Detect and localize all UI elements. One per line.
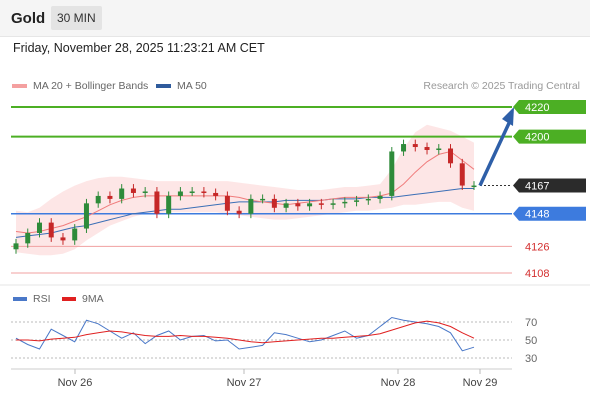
key-levels <box>11 106 512 274</box>
bollinger-fill <box>16 124 474 256</box>
candle-body <box>213 192 219 196</box>
candle-body <box>95 195 101 204</box>
rsi-swatch <box>13 297 27 301</box>
rsi-tick-70: 70 <box>525 317 537 329</box>
candle-body <box>389 151 395 196</box>
weak-support-label-4108: 4108 <box>525 268 549 280</box>
rsi-line <box>15 316 475 352</box>
resistance-label-4220: 4220 <box>525 102 549 114</box>
candle-body <box>307 203 313 207</box>
candle-body <box>295 203 301 207</box>
projection-arrow-head <box>502 107 514 126</box>
candle-body <box>119 188 125 199</box>
candle-body <box>377 195 383 199</box>
candle-body <box>365 198 371 201</box>
candle-body <box>72 228 78 241</box>
x-axis-ticks: Nov 26 Nov 27 Nov 28 Nov 29 <box>58 369 498 389</box>
candle-body <box>154 191 160 214</box>
candle-body <box>83 203 89 229</box>
candle-body <box>283 203 289 208</box>
current-price-tag <box>513 178 586 193</box>
bollinger-band-area <box>16 124 474 256</box>
x-tick-label: Nov 29 <box>463 377 498 389</box>
rsi-label: RSI <box>33 293 51 305</box>
legend-ma50: MA 50 <box>156 80 207 92</box>
candle-body <box>236 210 242 214</box>
candle-body <box>448 148 454 164</box>
rsi-lines <box>15 316 475 352</box>
candle-body <box>424 147 430 150</box>
candle-body <box>13 243 19 250</box>
candle-body <box>271 198 277 208</box>
credit-text: Research © 2025 Trading Central <box>423 80 580 92</box>
rsi-grid: 70 50 30 <box>11 317 537 365</box>
candle-body <box>130 188 136 193</box>
candle-body <box>177 191 183 196</box>
projection-arrow <box>478 107 514 187</box>
ma50-swatch <box>156 84 171 89</box>
candle-body <box>330 203 336 205</box>
candles <box>13 139 477 254</box>
candle-body <box>401 144 407 152</box>
chart-header: Gold 30 MIN <box>0 0 590 37</box>
candle-body <box>459 163 465 186</box>
rsi-legend: RSI 9MA <box>13 293 104 305</box>
x-tick-label: Nov 28 <box>381 377 416 389</box>
legend-ma20: MA 20 + Bollinger Bands <box>12 80 148 92</box>
candle-body <box>36 222 42 233</box>
moving-averages <box>15 150 475 238</box>
candle-body <box>142 191 148 193</box>
candle-body <box>354 200 360 202</box>
support-tag-4148 <box>513 206 586 221</box>
resistance-tag-4220 <box>513 100 586 114</box>
ma20-line <box>15 150 475 234</box>
current-price-label: 4167 <box>525 181 549 193</box>
ma9-swatch <box>62 297 76 301</box>
ma9-label: 9MA <box>82 293 104 305</box>
support-label-4148: 4148 <box>525 209 549 221</box>
candle-body <box>224 195 230 211</box>
candle-body <box>436 148 442 150</box>
x-tick-label: Nov 26 <box>58 377 93 389</box>
rsi-tick-30: 30 <box>525 353 537 365</box>
candle-body <box>248 198 254 214</box>
candle-body <box>318 203 324 205</box>
candle-body <box>260 198 266 201</box>
candle-body <box>166 195 172 214</box>
candle-body <box>189 191 195 193</box>
level-labels: 4220 4200 4167 4148 4126 4108 <box>513 100 586 280</box>
x-tick-label: Nov 27 <box>227 377 262 389</box>
candle-body <box>412 144 418 148</box>
ma20-label: MA 20 + Bollinger Bands <box>33 80 149 92</box>
candle-body <box>342 201 348 204</box>
candle-body <box>201 191 207 193</box>
timestamp: Friday, November 28, 2025 11:23:21 AM CE… <box>13 41 265 55</box>
instrument-title: Gold <box>11 10 46 27</box>
rsi-tick-50: 50 <box>525 335 537 347</box>
ma9-line <box>16 320 475 344</box>
candle-body <box>60 237 66 241</box>
weak-support-label-4126: 4126 <box>525 241 549 253</box>
candle-body <box>25 232 31 244</box>
ma50-label: MA 50 <box>177 80 207 92</box>
candle-body <box>471 185 477 188</box>
projection-arrow-shaft <box>478 120 512 187</box>
candle-body <box>107 195 113 199</box>
resistance-tag-4200 <box>513 129 586 144</box>
ma50-line <box>15 188 474 238</box>
resistance-label-4200: 4200 <box>525 132 549 144</box>
ma20-swatch <box>12 84 27 89</box>
timeframe-badge[interactable]: 30 MIN <box>51 6 102 30</box>
candle-body <box>48 222 54 238</box>
